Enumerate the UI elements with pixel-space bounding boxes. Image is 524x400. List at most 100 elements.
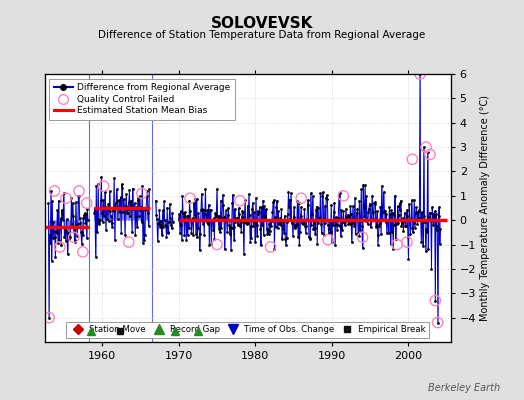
Point bbox=[281, 236, 289, 242]
Point bbox=[403, 207, 411, 213]
Point bbox=[327, 202, 335, 208]
Point bbox=[286, 196, 294, 203]
Point bbox=[227, 247, 235, 254]
Point bbox=[420, 213, 429, 220]
Point bbox=[233, 214, 241, 221]
Point bbox=[69, 200, 77, 206]
Point bbox=[284, 189, 292, 196]
Point bbox=[418, 218, 427, 225]
Point bbox=[199, 220, 207, 227]
Point bbox=[266, 244, 275, 250]
Point bbox=[236, 219, 245, 226]
Point bbox=[394, 203, 402, 210]
Point bbox=[358, 245, 367, 251]
Point bbox=[369, 216, 378, 222]
Point bbox=[312, 204, 321, 210]
Point bbox=[215, 226, 223, 233]
Point bbox=[258, 222, 267, 228]
Point bbox=[259, 232, 268, 238]
Point bbox=[79, 215, 88, 222]
Point bbox=[116, 194, 125, 200]
Point bbox=[94, 180, 102, 187]
Point bbox=[371, 201, 379, 207]
Point bbox=[422, 226, 431, 232]
Point bbox=[324, 222, 332, 228]
Point bbox=[364, 220, 372, 227]
Point bbox=[341, 222, 349, 228]
Point bbox=[181, 209, 189, 216]
Point bbox=[266, 228, 274, 235]
Point bbox=[161, 222, 169, 228]
Point bbox=[82, 200, 91, 206]
Text: Berkeley Earth: Berkeley Earth bbox=[428, 383, 500, 393]
Point bbox=[355, 198, 364, 204]
Point bbox=[238, 208, 247, 214]
Point bbox=[313, 241, 321, 247]
Point bbox=[250, 220, 259, 226]
Point bbox=[268, 218, 276, 224]
Point bbox=[81, 210, 89, 216]
Point bbox=[176, 230, 184, 236]
Point bbox=[374, 241, 382, 248]
Point bbox=[399, 228, 408, 234]
Point bbox=[192, 231, 200, 238]
Point bbox=[132, 213, 140, 220]
Point bbox=[142, 205, 150, 212]
Point bbox=[345, 220, 354, 227]
Point bbox=[169, 219, 177, 225]
Point bbox=[210, 236, 219, 242]
Point bbox=[308, 211, 316, 218]
Point bbox=[192, 196, 201, 203]
Point bbox=[101, 188, 110, 195]
Point bbox=[367, 223, 375, 230]
Text: Difference of Station Temperature Data from Regional Average: Difference of Station Temperature Data f… bbox=[99, 30, 425, 40]
Point bbox=[395, 212, 403, 218]
Point bbox=[402, 223, 410, 229]
Point bbox=[139, 240, 147, 246]
Point bbox=[431, 297, 440, 304]
Point bbox=[345, 213, 353, 219]
Point bbox=[432, 227, 441, 233]
Point bbox=[415, 207, 423, 213]
Point bbox=[115, 197, 124, 204]
Point bbox=[320, 216, 328, 222]
Point bbox=[294, 200, 303, 206]
Point bbox=[335, 190, 344, 196]
Point bbox=[379, 209, 387, 216]
Point bbox=[177, 222, 185, 229]
Point bbox=[196, 231, 204, 237]
Point bbox=[165, 219, 173, 226]
Point bbox=[215, 213, 224, 220]
Point bbox=[239, 251, 248, 258]
Point bbox=[403, 234, 412, 240]
Point bbox=[145, 223, 153, 229]
Point bbox=[330, 200, 339, 206]
Point bbox=[380, 209, 388, 216]
Point bbox=[105, 188, 114, 194]
Point bbox=[114, 204, 123, 211]
Point bbox=[386, 211, 394, 218]
Point bbox=[222, 217, 231, 223]
Point bbox=[408, 197, 416, 203]
Point bbox=[379, 189, 388, 195]
Point bbox=[221, 246, 229, 253]
Point bbox=[54, 240, 62, 246]
Point bbox=[190, 200, 198, 206]
Point bbox=[374, 232, 383, 238]
Point bbox=[119, 196, 128, 202]
Point bbox=[425, 214, 433, 220]
Point bbox=[431, 297, 440, 304]
Point bbox=[187, 216, 195, 223]
Point bbox=[160, 216, 169, 223]
Point bbox=[311, 231, 320, 237]
Point bbox=[127, 198, 135, 204]
Point bbox=[362, 193, 370, 199]
Point bbox=[74, 193, 83, 200]
Point bbox=[378, 216, 387, 222]
Point bbox=[334, 215, 343, 222]
Point bbox=[212, 213, 221, 220]
Point bbox=[347, 211, 355, 217]
Point bbox=[279, 226, 287, 232]
Point bbox=[412, 209, 421, 216]
Point bbox=[372, 224, 380, 230]
